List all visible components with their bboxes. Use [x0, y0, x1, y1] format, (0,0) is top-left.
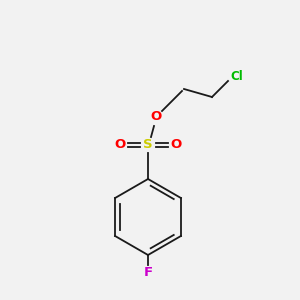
Text: O: O [150, 110, 162, 124]
Text: O: O [114, 139, 126, 152]
Text: Cl: Cl [230, 70, 243, 83]
Text: S: S [143, 139, 153, 152]
Text: O: O [170, 139, 182, 152]
Text: F: F [143, 266, 153, 280]
